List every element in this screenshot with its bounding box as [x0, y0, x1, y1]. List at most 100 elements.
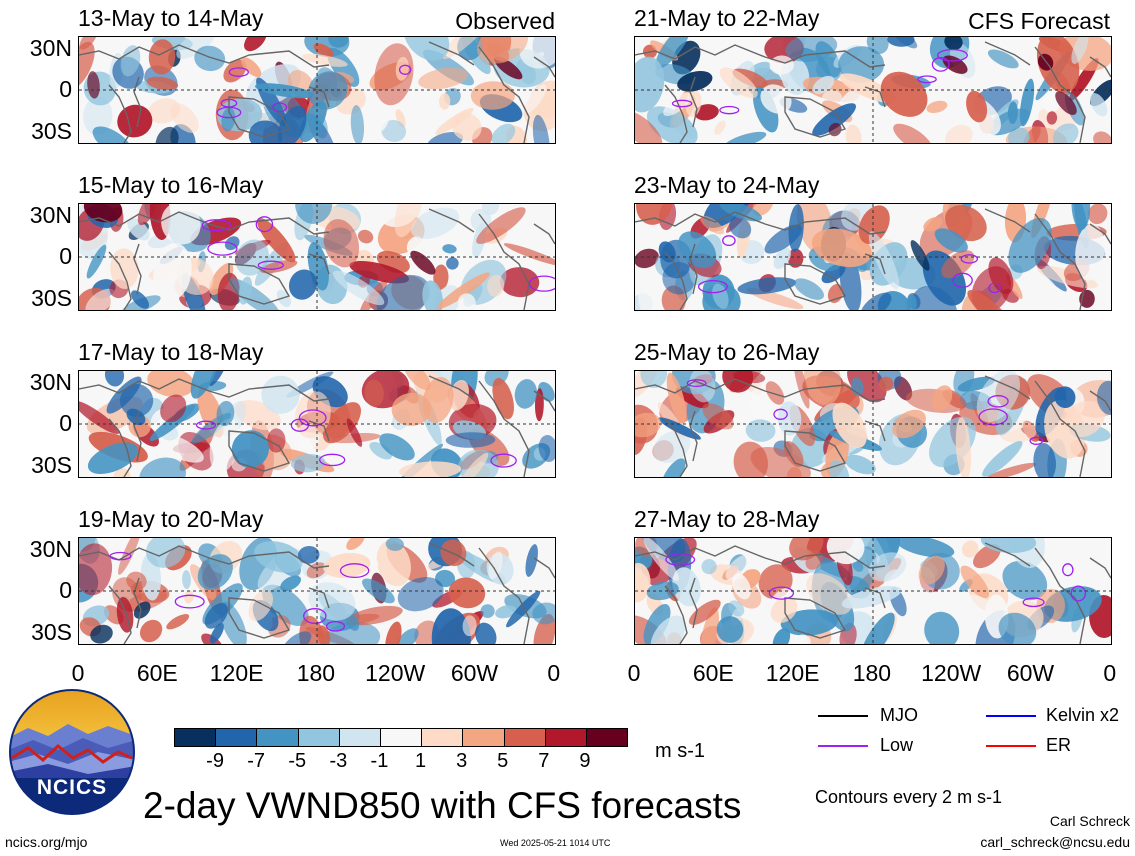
anomaly-blob [701, 559, 717, 575]
anomaly-blob [364, 379, 384, 407]
anomaly-blob [110, 248, 139, 289]
anomaly-blob [127, 218, 150, 241]
anomaly-blob [90, 624, 113, 644]
anomaly-blob [538, 435, 555, 462]
legend-label-er: ER [1046, 735, 1072, 755]
anomaly-blob [346, 538, 365, 551]
anomaly-blob [332, 270, 385, 306]
contour-note: Contours every 2 m s-1 [815, 787, 1003, 807]
coastline [533, 390, 555, 412]
low-contour [697, 279, 728, 294]
anomaly-blob [945, 124, 973, 143]
colorbar-swatch [585, 729, 628, 746]
colorbar-tick-label: 5 [497, 750, 509, 772]
anomaly-blob [985, 462, 1036, 477]
footer-email[interactable]: carl_schreck@ncsu.edu [980, 834, 1130, 850]
anomaly-blob [643, 603, 671, 644]
low-contour [207, 241, 238, 256]
lat-tick-label: 0 [59, 410, 72, 436]
lat-tick-label: 30N [29, 202, 72, 228]
colorbar-tick-label: 7 [538, 750, 550, 772]
anomaly-blob [1007, 127, 1030, 143]
anomaly-blob [653, 430, 691, 463]
anomaly-blob [821, 263, 846, 284]
anomaly-blob [83, 204, 123, 223]
coastline [428, 542, 475, 567]
anomaly-blob [79, 543, 113, 596]
anomaly-blob [635, 56, 665, 113]
coastline [864, 587, 886, 609]
low-contour [298, 409, 327, 427]
lon-tick-label: 120W [365, 660, 426, 686]
coastline [478, 547, 530, 644]
coastline [984, 41, 1031, 66]
anomaly-blob [379, 433, 415, 461]
coastline [478, 213, 530, 310]
anomaly-blob [427, 131, 464, 143]
anomaly-blob [499, 267, 540, 298]
anomaly-blob [439, 93, 451, 110]
anomaly-blob [732, 573, 751, 600]
anomaly-blob [1007, 101, 1018, 124]
low-contour [987, 395, 1009, 408]
anomaly-blob [161, 204, 201, 245]
low-contour [174, 594, 205, 609]
anomaly-blob [1087, 204, 1108, 225]
anomaly-blob [85, 288, 116, 310]
anomaly-blob [793, 371, 810, 409]
anomaly-blob [350, 105, 365, 143]
anomaly-field [79, 37, 555, 143]
anomaly-blob [661, 458, 686, 477]
anomaly-blob [209, 371, 226, 387]
anomaly-blob [893, 123, 933, 143]
map-panel-forecast-1 [634, 36, 1112, 144]
anomaly-blob [700, 215, 725, 235]
anomaly-blob [942, 55, 968, 74]
anomaly-blob [437, 272, 490, 309]
colorbar-tick-label: -3 [329, 750, 348, 772]
lat-tick-label: 0 [59, 243, 72, 269]
coastline [689, 577, 698, 629]
coastline [1034, 547, 1086, 644]
low-contour [671, 99, 693, 108]
anomaly-blob [137, 204, 158, 226]
low-contour [490, 453, 517, 468]
anomaly-blob [403, 37, 450, 61]
footer-url[interactable]: ncics.org/mjo [5, 834, 88, 850]
anomaly-blob [737, 277, 797, 295]
anomaly-blob [700, 607, 719, 644]
anomaly-blob [957, 376, 995, 392]
anomaly-blob [794, 634, 811, 644]
coastline [664, 585, 688, 644]
anomaly-blob [313, 43, 334, 58]
low-contour [228, 67, 249, 77]
low-contour [952, 272, 973, 288]
anomaly-blob [729, 216, 752, 239]
anomaly-blob [244, 37, 267, 52]
coastline [1034, 46, 1086, 143]
coastline [428, 208, 475, 233]
anomaly-blob [955, 417, 972, 477]
anomaly-blob [714, 120, 726, 135]
anomaly-blob [987, 49, 1019, 69]
anomaly-blob [1043, 276, 1063, 307]
anomaly-blob [369, 441, 392, 460]
anomaly-blob [148, 39, 176, 75]
legend-label-mjo: MJO [880, 705, 918, 725]
anomaly-blob [145, 538, 186, 568]
map-panel-observed-1 [78, 36, 556, 144]
anomaly-blob [152, 432, 204, 463]
anomaly-blob [79, 131, 86, 143]
anomaly-field [635, 204, 1108, 310]
anomaly-blob [1071, 37, 1089, 64]
coastline [1089, 557, 1111, 579]
coastline [108, 251, 132, 310]
anomaly-blob [317, 625, 331, 644]
anomaly-blob [906, 295, 917, 310]
anomaly-blob [860, 292, 892, 310]
low-contour [719, 105, 740, 115]
anomaly-blob [525, 544, 538, 577]
panel-title: 23-May to 24-May [634, 172, 820, 198]
anomaly-blob [678, 231, 717, 269]
coastline [1089, 390, 1111, 412]
